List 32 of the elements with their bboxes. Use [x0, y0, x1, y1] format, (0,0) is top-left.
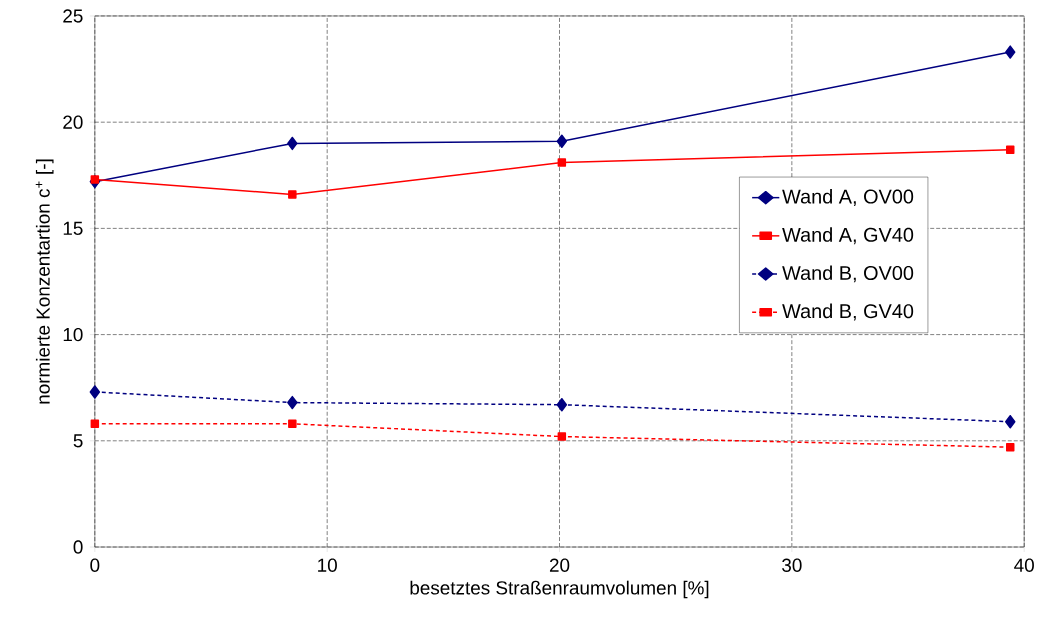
point [556, 134, 568, 149]
point [288, 419, 297, 429]
point [288, 190, 297, 199]
x-tick-label: 10 [318, 558, 337, 572]
legend-label: Wand A, GV40 [782, 227, 914, 245]
y-tick-label: 5 [73, 434, 83, 448]
point [1006, 145, 1015, 155]
legend-label: Wand B, OV00 [782, 265, 914, 283]
y-tick-label: 15 [63, 221, 83, 236]
point [90, 419, 100, 429]
x-tick-label: 20 [549, 558, 570, 572]
point [556, 398, 568, 412]
legend-label: Wand B, GV40 [782, 303, 914, 321]
point [1005, 45, 1016, 59]
y-tick-label: 10 [63, 327, 83, 342]
point [89, 385, 101, 399]
x-tick-label: 40 [1014, 558, 1034, 572]
point [1006, 443, 1015, 452]
point [90, 175, 100, 184]
point [557, 158, 567, 167]
y-tick-label: 25 [63, 9, 83, 23]
y-axis-title: normierte Konzentartion c$^{+}$ [-] [35, 159, 54, 404]
y-tick-label: 0 [73, 540, 83, 554]
y-tick-label: 20 [63, 115, 83, 129]
x-tick-label: 30 [782, 558, 802, 572]
legend-label: Wand A, OV00 [782, 189, 914, 207]
point [557, 432, 567, 441]
point [287, 395, 298, 410]
point [287, 136, 298, 151]
point [1005, 415, 1016, 429]
x-axis-title: besetztes Straßenraumvolumen [%] [410, 580, 709, 599]
x-tick-label: 0 [90, 558, 100, 572]
